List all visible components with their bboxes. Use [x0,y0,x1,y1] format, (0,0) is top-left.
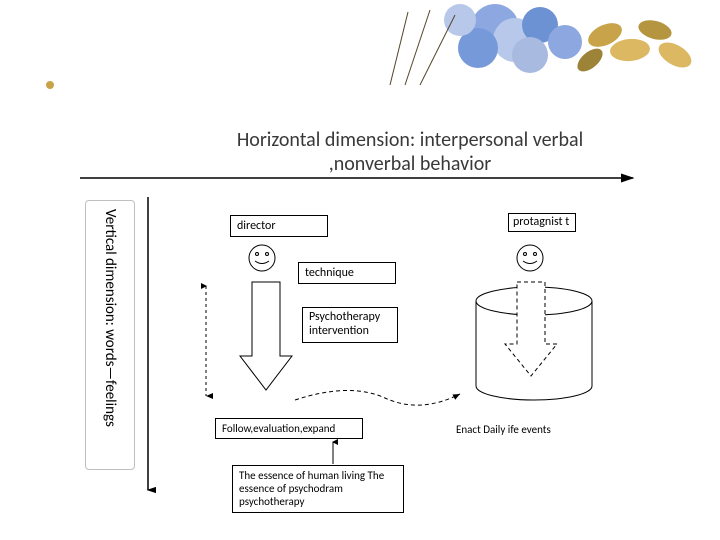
director-face-icon [247,243,277,273]
director-box: director [230,215,328,237]
intervention-box: Psychotherapy intervention [302,307,398,343]
essence-box: The essence of human living The essence … [232,465,404,513]
decorative-header [0,0,720,90]
enact-box: Enact Daily ife events [450,420,600,439]
horizontal-dimension-title: Horizontal dimension: interpersonal verb… [195,128,625,176]
follow-box: Follow,evaluation,expand [215,418,363,439]
essence-up-arrow [326,438,340,466]
protagonist-face-icon [515,243,545,273]
protagonist-box: protagnist t [508,213,576,232]
horizontal-axis-arrow [78,170,643,186]
vertical-dimension-label: Vertical dimension: words—feelings [85,200,135,470]
curved-dashed-arrow [290,380,470,420]
vertical-axis-arrow [140,195,156,500]
technique-box: technique [298,262,396,284]
protagonist-down-arrow [501,278,561,381]
director-down-arrow [236,278,296,396]
vertical-dashed-arrow [199,280,213,402]
